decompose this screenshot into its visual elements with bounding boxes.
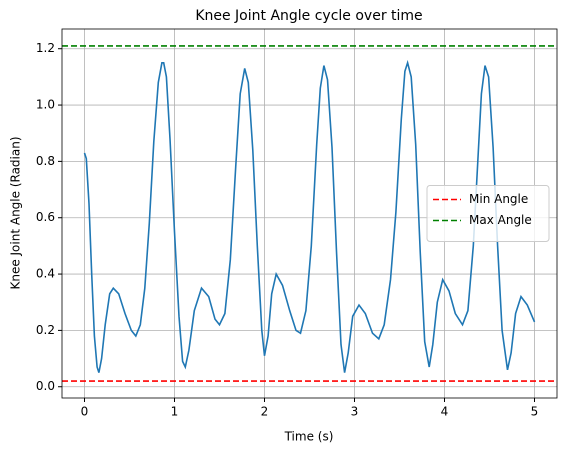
x-tick-label: 4	[441, 405, 449, 419]
chart-title: Knee Joint Angle cycle over time	[195, 8, 422, 24]
legend-box	[426, 185, 550, 242]
y-tick-label: 0.6	[36, 210, 55, 224]
plot-frame	[61, 28, 558, 399]
x-tick-label: 5	[531, 405, 539, 419]
legend-label: Max Angle	[469, 213, 532, 227]
legend-label: Min Angle	[469, 192, 528, 206]
y-tick-label: 1.0	[36, 98, 55, 112]
data-line	[83, 59, 536, 373]
y-tick-label: 1.2	[36, 41, 55, 55]
x-tick-label: 3	[351, 405, 359, 419]
x-tick-label: 1	[171, 405, 179, 419]
y-axis-label: Knee Joint Angle (Radian)	[9, 136, 23, 289]
x-tick-label: 0	[81, 405, 89, 419]
x-tick-label: 2	[261, 405, 269, 419]
y-tick-label: 0.2	[36, 323, 55, 337]
y-tick-label: 0.8	[36, 154, 55, 168]
y-tick-label: 0.4	[36, 267, 55, 281]
y-tick-label: 0.0	[36, 379, 55, 393]
x-axis-label: Time (s)	[284, 430, 334, 444]
